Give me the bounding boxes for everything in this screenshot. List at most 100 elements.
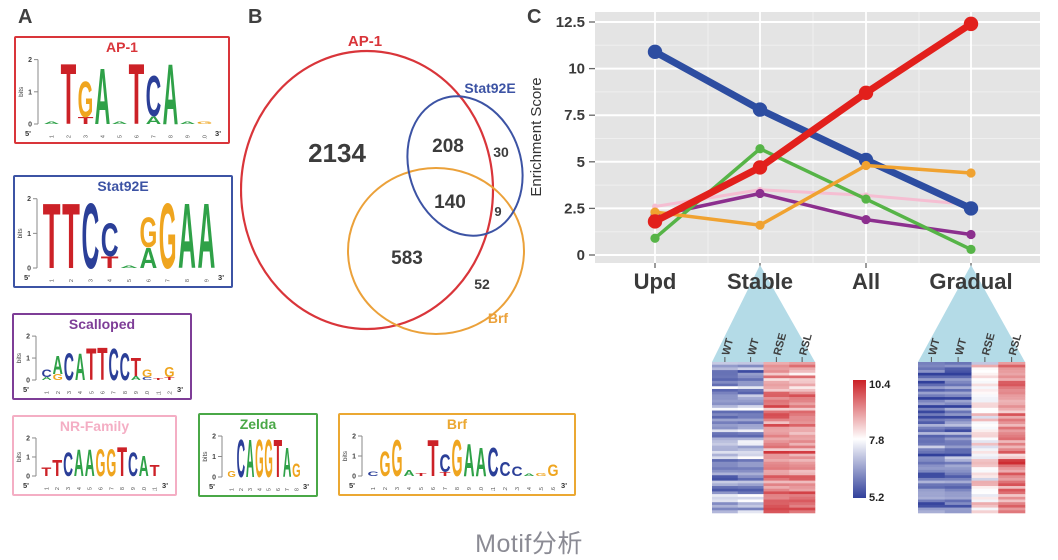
svg-text:A: A xyxy=(53,350,63,379)
line-purple xyxy=(653,191,973,237)
svg-text:T: T xyxy=(41,466,51,479)
svg-text:A: A xyxy=(403,469,414,478)
svg-text:A: A xyxy=(246,432,255,489)
svg-text:2: 2 xyxy=(26,435,30,442)
svg-text:T: T xyxy=(129,55,145,139)
svg-text:6: 6 xyxy=(276,488,282,491)
venn-count: 2134 xyxy=(308,138,366,168)
point-green xyxy=(755,144,765,154)
svg-text:4: 4 xyxy=(407,487,413,490)
heatmap-col-label: RSL xyxy=(797,332,814,357)
point-blue xyxy=(963,201,979,216)
svg-text:A: A xyxy=(131,376,142,382)
svg-text:A: A xyxy=(85,444,95,485)
motif-box-stat92e: Stat92E 0 1 2 bits T 1 T 2 C 3 T C 4 A 5 A G 6 G 7 A 8 A 9 5' 3' xyxy=(13,175,233,288)
svg-text:2: 2 xyxy=(27,196,31,203)
svg-text:A: A xyxy=(139,452,149,483)
svg-text:5: 5 xyxy=(88,487,94,490)
svg-text:4: 4 xyxy=(78,391,84,394)
point-purple xyxy=(755,188,765,199)
svg-text:6: 6 xyxy=(146,279,152,282)
svg-text:3': 3' xyxy=(218,273,224,282)
x-category-label: Upd xyxy=(634,269,677,294)
svg-text:G: G xyxy=(106,441,116,485)
motif-title: Brf xyxy=(446,416,468,432)
svg-text:G: G xyxy=(255,432,264,489)
svg-text:A: A xyxy=(74,444,84,485)
x-category-label: Stable xyxy=(727,269,793,294)
svg-text:2: 2 xyxy=(212,434,216,441)
svg-text:11: 11 xyxy=(153,487,159,491)
svg-text:2: 2 xyxy=(28,57,32,64)
svg-text:5': 5' xyxy=(25,129,31,138)
venn-circle-brf xyxy=(347,167,525,335)
svg-text:1: 1 xyxy=(352,454,356,461)
svg-text:2: 2 xyxy=(26,334,30,341)
svg-text:T: T xyxy=(274,432,283,489)
venn-circle-stat92e xyxy=(406,95,524,237)
svg-text:C: C xyxy=(237,432,246,489)
heatmap-col-label: WT xyxy=(953,337,969,357)
point-green xyxy=(966,244,976,255)
svg-text:T: T xyxy=(150,462,160,479)
svg-text:A: A xyxy=(146,114,162,126)
point-purple xyxy=(861,214,871,225)
svg-text:C: C xyxy=(120,345,130,389)
heatmap-col-label: WT xyxy=(927,337,943,357)
svg-text:T: T xyxy=(131,353,141,382)
svg-text:3': 3' xyxy=(303,482,309,491)
svg-text:11: 11 xyxy=(156,391,162,395)
svg-text:9: 9 xyxy=(204,279,210,282)
venn-count: 208 xyxy=(432,136,464,157)
svg-text:C: C xyxy=(511,463,522,479)
svg-text:3: 3 xyxy=(395,487,401,490)
heatmap-colorbar xyxy=(853,380,866,498)
svg-text:C: C xyxy=(101,213,119,266)
svg-text:T: T xyxy=(101,253,120,272)
svg-text:A: A xyxy=(180,121,196,125)
svg-text:C: C xyxy=(367,470,378,478)
svg-text:A: A xyxy=(139,244,157,275)
svg-text:bits: bits xyxy=(202,451,209,462)
svg-text:7: 7 xyxy=(166,279,172,282)
point-blue xyxy=(647,44,663,60)
x-category-label: Gradual xyxy=(929,269,1012,294)
svg-text:G: G xyxy=(547,461,558,480)
svg-text:A: A xyxy=(75,348,85,389)
point-purple xyxy=(966,229,976,240)
colorbar-min: 5.2 xyxy=(869,492,884,504)
zoom-triangle xyxy=(712,265,815,362)
svg-text:1: 1 xyxy=(45,391,51,394)
svg-text:1: 1 xyxy=(28,89,32,96)
svg-text:A: A xyxy=(475,439,486,485)
x-category-label: All xyxy=(852,269,880,294)
svg-text:10: 10 xyxy=(145,391,151,395)
zoom-triangle xyxy=(918,265,1025,362)
svg-text:G: G xyxy=(96,441,106,485)
heatmap-col-label: RSE xyxy=(772,332,789,357)
y-tick-label: 5 xyxy=(577,154,585,171)
svg-text:9: 9 xyxy=(134,391,140,394)
svg-text:bits: bits xyxy=(342,450,349,461)
y-tick-label: 2.5 xyxy=(564,200,585,217)
svg-text:8: 8 xyxy=(123,391,129,394)
motif-box-nr-family: NR-Family 0 1 2 bits T 1 T 2 C 3 A 4 A 5 G 6 G 7 T 8 C 9 A 10 T 11… xyxy=(12,415,177,496)
svg-text:11: 11 xyxy=(491,487,497,491)
y-tick-label: 12.5 xyxy=(556,14,585,31)
svg-text:A: A xyxy=(95,55,111,139)
venn-count: 9 xyxy=(494,204,501,219)
svg-text:4: 4 xyxy=(101,135,107,138)
svg-text:A: A xyxy=(283,439,292,486)
svg-text:9: 9 xyxy=(467,487,473,490)
svg-text:2: 2 xyxy=(67,135,73,138)
svg-text:8: 8 xyxy=(294,488,300,491)
svg-text:4: 4 xyxy=(108,279,114,282)
colorbar-max: 10.4 xyxy=(869,379,891,391)
svg-text:8: 8 xyxy=(120,487,126,490)
heatmap-col-label: WT xyxy=(746,337,762,357)
svg-text:3: 3 xyxy=(66,487,72,490)
svg-text:3: 3 xyxy=(67,391,73,394)
